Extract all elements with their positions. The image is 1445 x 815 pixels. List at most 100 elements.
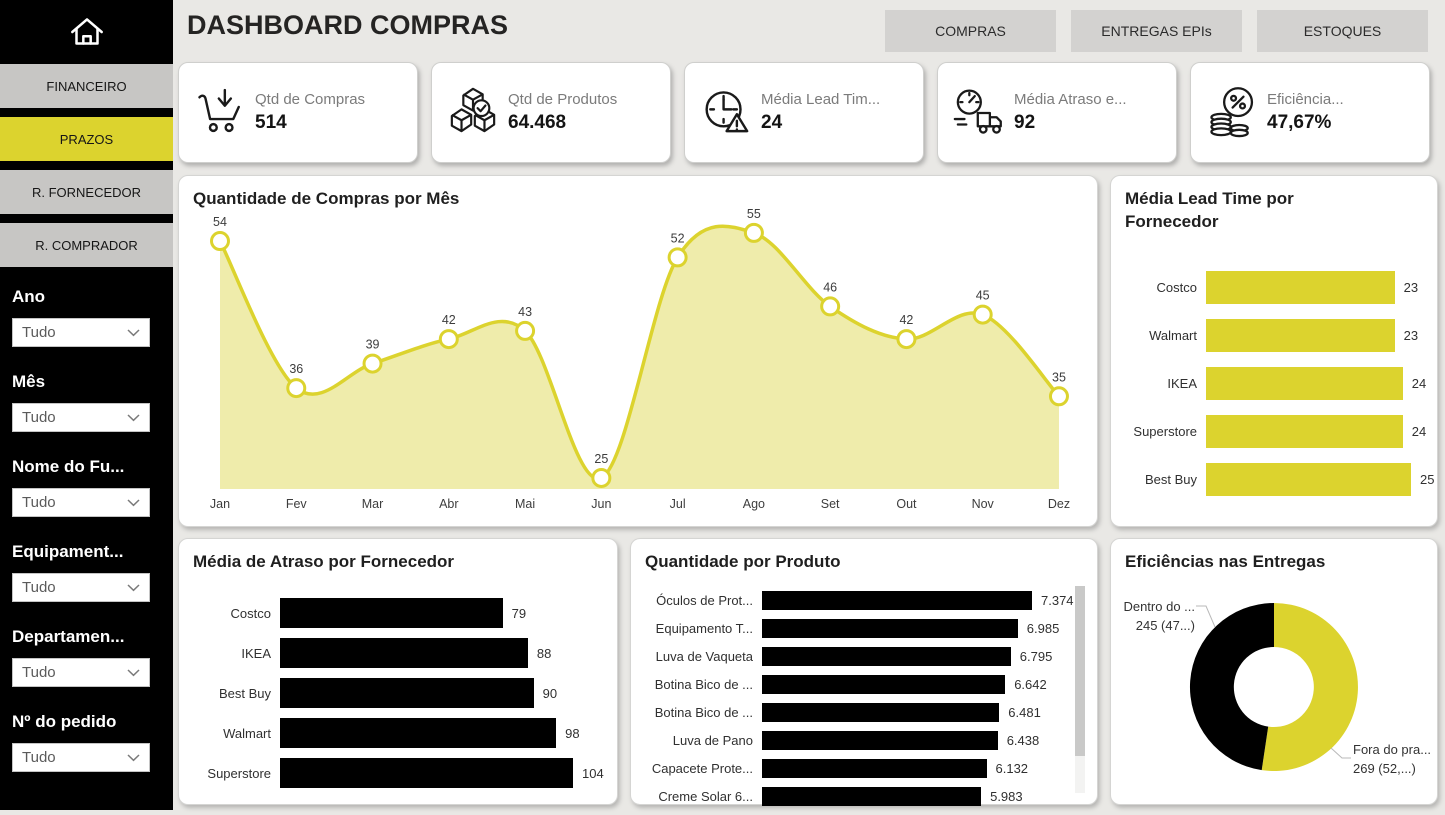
chart-card-eficiencias-entregas: Eficiências nas Entregas Dentro do ... 2… (1110, 538, 1438, 805)
bar-row: IKEA 88 (193, 638, 604, 668)
bar-row: Best Buy 25 (1125, 463, 1434, 496)
bar-row: Luva de Vaqueta 6.795 (641, 647, 1074, 666)
data-point-marker[interactable] (362, 353, 383, 374)
bar-value-label: 6.438 (1006, 733, 1040, 748)
header-tabs: COMPRAS ENTREGAS EPIs ESTOQUES (885, 10, 1428, 52)
scrollbar[interactable] (1075, 586, 1085, 793)
bar-value-label: 104 (582, 765, 604, 781)
coins-percent-icon (1210, 86, 1254, 137)
bar-value-label: 6.132 (995, 761, 1029, 776)
bar[interactable] (762, 703, 1000, 722)
data-point-marker[interactable] (286, 378, 307, 399)
kpi-value: 514 (255, 112, 287, 133)
data-label: 52 (671, 231, 685, 245)
data-point-marker[interactable] (1048, 386, 1069, 407)
bar-row: Walmart 98 (193, 718, 604, 748)
sidebar-item-financeiro[interactable]: FINANCEIRO (0, 64, 173, 108)
kpi-label: Média Atraso e... (1014, 91, 1127, 108)
data-label: 35 (1052, 370, 1066, 384)
data-point-marker[interactable] (743, 222, 764, 243)
bar[interactable] (762, 759, 987, 778)
bar-value-label: 90 (542, 685, 558, 701)
bar[interactable] (762, 647, 1011, 666)
data-point-marker[interactable] (896, 329, 917, 350)
kpi-label: Qtd de Produtos (508, 91, 618, 108)
bar-category-label: IKEA (1167, 376, 1197, 391)
label-leader-line (1330, 747, 1351, 759)
bar[interactable] (280, 598, 503, 628)
kpi-value: 92 (1014, 112, 1036, 133)
chart-card-atraso-fornecedor: Média de Atraso por Fornecedor Costco 79 I… (178, 538, 618, 805)
bar[interactable] (762, 591, 1032, 610)
data-point-marker[interactable] (591, 467, 612, 488)
data-point-marker[interactable] (820, 296, 841, 317)
data-label: 55 (747, 207, 761, 221)
data-label: 36 (289, 362, 303, 376)
tab-estoques[interactable]: ESTOQUES (1257, 10, 1428, 52)
bar[interactable] (1206, 415, 1403, 448)
bar[interactable] (1206, 319, 1395, 352)
chevron-down-icon (127, 413, 140, 421)
chart-title: Média de Atraso por Fornecedor (193, 552, 455, 571)
data-label: 39 (366, 338, 380, 352)
data-point-marker[interactable] (667, 247, 688, 268)
tab-compras[interactable]: COMPRAS (885, 10, 1056, 52)
bar[interactable] (280, 678, 534, 708)
bar-value-label: 6.642 (1014, 677, 1047, 692)
data-label: 25 (594, 452, 608, 466)
data-point-marker[interactable] (972, 304, 993, 325)
filter-dropdown-n-do-pedido[interactable]: Tudo (12, 743, 150, 772)
slice-value-label: 269 (52,...) (1353, 761, 1416, 776)
donut-label-dentro: Dentro do ... 245 (47...) (1115, 597, 1195, 635)
bar-value-label: 6.481 (1008, 705, 1041, 720)
filter-dropdown-m-s[interactable]: Tudo (12, 403, 150, 432)
filter-dropdown-nome-do-fu[interactable]: Tudo (12, 488, 150, 517)
bar[interactable] (762, 787, 982, 806)
scrollbar-thumb[interactable] (1075, 586, 1085, 756)
bar-row: Costco 23 (1125, 271, 1434, 304)
filter-dropdown-equipament[interactable]: Tudo (12, 573, 150, 602)
bar[interactable] (762, 731, 998, 750)
donut-chart (1189, 603, 1358, 771)
tab-entregas-epis[interactable]: ENTREGAS EPIs (1071, 10, 1242, 52)
bar-category-label: Costco (230, 605, 271, 621)
bar-category-label: Best Buy (218, 685, 271, 701)
chart-card-quantidade-produto: Quantidade por Produto Óculos de Prot...… (630, 538, 1098, 806)
data-point-marker[interactable] (515, 320, 536, 341)
chart-card-compras-por-mes: Quantidade de Compras por Mês 54 Jan 36 Fev… (178, 175, 1098, 527)
donut-slice-fora-do-pra[interactable] (1261, 603, 1358, 771)
bar-row: Superstore 24 (1125, 415, 1434, 448)
sidebar-filters: Ano Tudo Mês Tudo Nome do Fu... Tudo Equipamen… (0, 287, 173, 772)
data-label: 43 (518, 305, 532, 319)
bar-row: Best Buy 90 (193, 678, 604, 708)
home-button[interactable] (0, 0, 173, 64)
x-axis-label: Mar (362, 497, 384, 511)
bar-category-label: Creme Solar 6... (658, 789, 753, 804)
bar-value-label: 5.983 (990, 789, 1023, 804)
sidebar-item-r-comprador[interactable]: R. COMPRADOR (0, 223, 173, 267)
filter-group-ano: Ano Tudo (0, 287, 173, 347)
bar[interactable] (280, 758, 573, 788)
bar[interactable] (762, 619, 1018, 638)
data-point-marker[interactable] (438, 329, 459, 350)
filter-dropdown-ano[interactable]: Tudo (12, 318, 150, 347)
bar[interactable] (762, 675, 1006, 694)
bar-chart: Costco 79 IKEA 88 Best Buy 90 Walmart 98 Superst… (193, 598, 604, 798)
filter-label: Equipament... (12, 542, 124, 561)
bar-value-label: 23 (1403, 328, 1419, 343)
bar-row: Botina Bico de ... 6.481 (641, 703, 1074, 722)
bar[interactable] (1206, 367, 1403, 400)
bar-value-label: 25 (1420, 472, 1435, 487)
bar[interactable] (280, 638, 528, 668)
bar[interactable] (1206, 463, 1411, 496)
filter-dropdown-departamen[interactable]: Tudo (12, 658, 150, 687)
sidebar-item-r-fornecedor[interactable]: R. FORNECEDOR (0, 170, 173, 214)
home-icon (70, 18, 103, 45)
donut-slice-dentro-do[interactable] (1189, 603, 1274, 771)
bar[interactable] (1206, 271, 1395, 304)
data-point-marker[interactable] (210, 231, 230, 252)
sidebar-item-prazos[interactable]: PRAZOS (0, 117, 173, 161)
bar[interactable] (280, 718, 557, 748)
bar-category-label: Best Buy (1144, 472, 1197, 487)
bar-category-label: Óculos de Prot... (656, 593, 753, 608)
